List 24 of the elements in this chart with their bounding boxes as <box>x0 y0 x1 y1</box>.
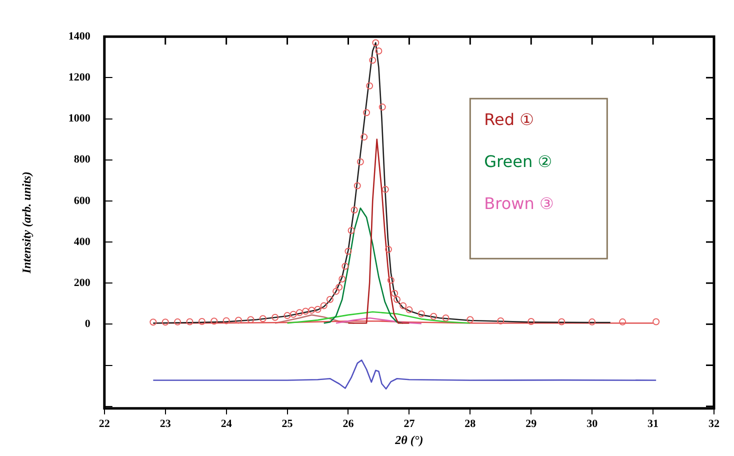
x-tick-label: 29 <box>526 418 538 430</box>
text: Green ② <box>484 152 552 171</box>
x-tick-label: 31 <box>648 418 659 430</box>
y-axis-title: Intensity (arb. units) <box>19 172 34 274</box>
y-tick-label: 800 <box>74 154 91 166</box>
text: Red ① <box>484 110 534 129</box>
y-tick-label: 400 <box>74 236 91 248</box>
y-tick-label: 1400 <box>68 30 91 42</box>
y-tick-label: 1000 <box>68 112 91 125</box>
x-tick-label: 25 <box>282 418 294 430</box>
x-tick-label: 26 <box>342 418 354 430</box>
x-tick-label: 24 <box>220 418 232 430</box>
x-tick-label: 30 <box>586 418 598 430</box>
text: Brown ③ <box>484 194 554 213</box>
y-tick-label: 1200 <box>68 72 91 84</box>
x-tick-label: 28 <box>464 418 476 430</box>
y-tick-label: 0 <box>84 318 91 330</box>
x-tick-label: 22 <box>98 418 110 430</box>
x-axis-title: 2θ (°) <box>394 432 424 447</box>
y-tick-label: 600 <box>74 194 91 207</box>
x-tick-label: 27 <box>404 418 416 430</box>
x-tick-label: 23 <box>160 418 172 430</box>
x-tick-label: 32 <box>708 418 720 430</box>
y-tick-label: 200 <box>74 276 91 289</box>
